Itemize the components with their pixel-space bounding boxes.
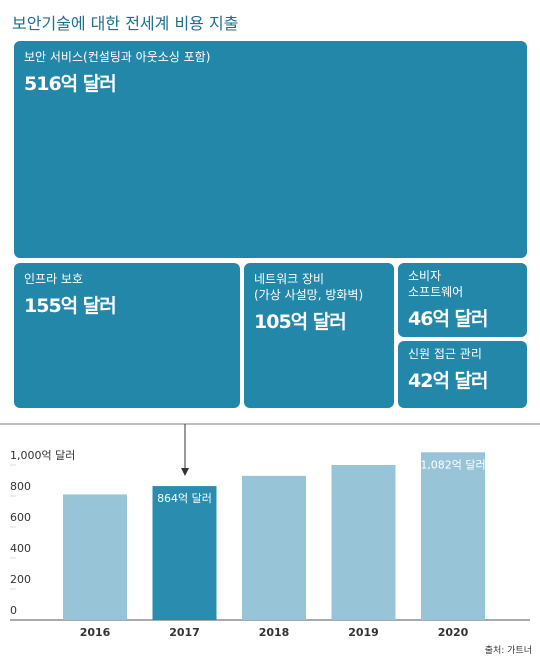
x-tick-label: 2017 (169, 626, 200, 639)
bar (152, 486, 217, 620)
box-value-label: 46억 달러 (408, 308, 489, 330)
box-label: 인프라 보호 (24, 272, 84, 286)
box-label: 보안 서비스(컨설팅과 아웃소싱 포함) (24, 50, 211, 64)
treemap-box: 네트워크 장비 (가상 사설망, 방화벽) 105억 달러 (244, 263, 394, 408)
title: 보안기술에 대한 전세계 비용 지출 (12, 14, 239, 33)
x-tick-label: 2020 (438, 626, 469, 639)
x-tick-label: 2018 (259, 626, 290, 639)
box-value-label: 105억 달러 (254, 311, 347, 333)
box-label: 신원 접근 관리 (408, 347, 482, 361)
box-label: 소비자 소프트웨어 (408, 269, 464, 299)
y-tick-label: 0 (10, 604, 17, 617)
x-tick-label: 2019 (348, 626, 379, 639)
box-label: 네트워크 장비 (가상 사설망, 방화벽) (254, 272, 364, 302)
bar (242, 475, 306, 620)
y-tick-label: 400 (10, 542, 31, 555)
bar (63, 494, 127, 620)
arrow-head (181, 468, 189, 476)
treemap-box: 인프라 보호 155억 달러 (14, 263, 240, 408)
box-value-label: 155억 달러 (24, 295, 117, 317)
y-tick-label: 200 (10, 573, 31, 586)
treemap-box: 보안 서비스(컨설팅과 아웃소싱 포함) 516억 달러 (14, 41, 527, 258)
box-value-label: 42억 달러 (408, 370, 489, 392)
treemap-box: 소비자 소프트웨어 46억 달러 (398, 263, 527, 337)
bar (421, 452, 485, 620)
box-value-label: 516억 달러 (24, 73, 117, 95)
y-tick-label: 1,000억 달러 (10, 449, 75, 462)
y-tick-label: 800 (10, 480, 31, 493)
value-label: 864억 달러 (157, 492, 212, 505)
value-label: 1,082억 달러 (420, 458, 485, 471)
treemap-box: 신원 접근 관리 42억 달러 (398, 341, 527, 408)
source: 출처: 가트너 (484, 646, 532, 656)
bar (331, 465, 396, 620)
y-tick-label: 600 (10, 511, 31, 524)
x-tick-label: 2016 (80, 626, 111, 639)
